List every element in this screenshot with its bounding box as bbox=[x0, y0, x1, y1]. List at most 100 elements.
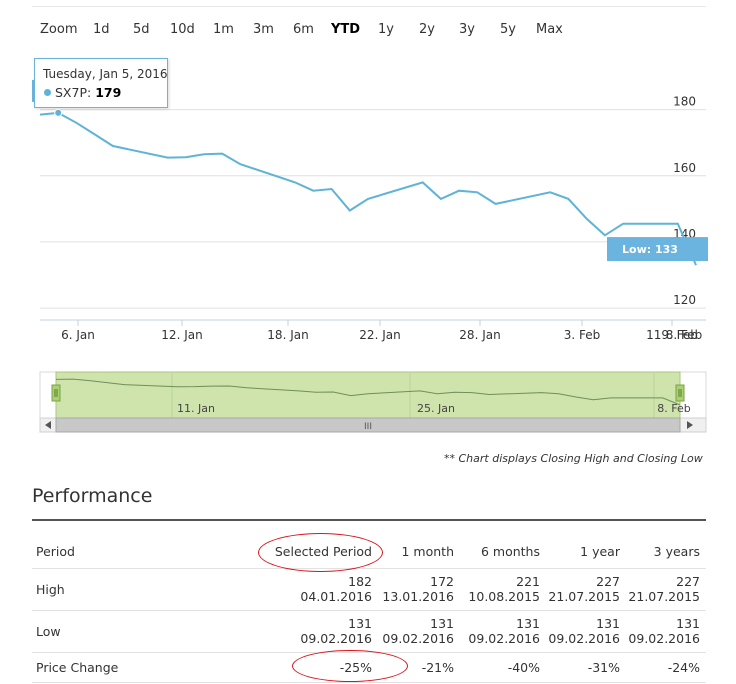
top-divider bbox=[32, 6, 706, 7]
zoom-3y-button[interactable]: 3y bbox=[459, 22, 475, 37]
tooltip-value: 179 bbox=[95, 85, 122, 100]
scrollbar-grip: III bbox=[364, 422, 372, 432]
x-tick-label: 22. Jan bbox=[359, 328, 400, 342]
tooltip-date: Tuesday, Jan 5, 2016 bbox=[43, 67, 168, 81]
high-value: 172 bbox=[430, 574, 454, 589]
column-header-6-months: 6 months bbox=[480, 543, 540, 559]
low-cell: 131 09.02.2016 bbox=[460, 610, 546, 652]
y-tick-label: 120 bbox=[673, 293, 696, 307]
high-cell: 221 10.08.2015 bbox=[460, 568, 546, 610]
high-date: 10.08.2015 bbox=[468, 589, 540, 604]
selected-period-highlight-ellipse bbox=[258, 533, 383, 572]
low-cell: 131 09.02.2016 bbox=[378, 610, 460, 652]
table-row-high: High 182 04.01.2016 172 13.01.2016 221 10.0… bbox=[32, 568, 706, 610]
navigator-handle-body bbox=[51, 384, 61, 402]
low-value: 131 bbox=[516, 616, 540, 631]
column-header-1-year: 1 year bbox=[580, 543, 620, 559]
high-date: 21.07.2015 bbox=[628, 589, 700, 604]
high-cell: 227 21.07.2015 bbox=[546, 568, 626, 610]
navigator-tick-label: 8. Feb bbox=[657, 402, 690, 415]
low-flag bbox=[607, 237, 708, 262]
y-tick-label: 160 bbox=[673, 161, 696, 175]
high-value: 221 bbox=[516, 574, 540, 589]
column-header-period: Period bbox=[36, 543, 75, 559]
navigator-series-line bbox=[55, 378, 681, 406]
low-date: 09.02.2016 bbox=[300, 631, 372, 646]
low-value: 131 bbox=[596, 616, 620, 631]
chart-tooltip: Tuesday, Jan 5, 2016 SX7P: 179 bbox=[34, 58, 168, 108]
zoom-6m-button[interactable]: 6m bbox=[293, 22, 314, 37]
x-tick-label: 12. Jan bbox=[161, 328, 202, 342]
low-flag-label: Low: 133 bbox=[622, 243, 678, 256]
low-date: 09.02.2016 bbox=[468, 631, 540, 646]
x-tick-label: 18. Jan bbox=[267, 328, 308, 342]
zoom-1d-button[interactable]: 1d bbox=[93, 22, 110, 37]
x-tick-label: 8. Feb bbox=[666, 328, 703, 342]
high-cell: 182 04.01.2016 bbox=[182, 568, 378, 610]
high-cell: 172 13.01.2016 bbox=[378, 568, 460, 610]
low-date: 09.02.2016 bbox=[382, 631, 454, 646]
price-change-highlight-ellipse bbox=[292, 650, 408, 682]
performance-divider bbox=[32, 519, 706, 521]
tooltip-series-name: SX7P bbox=[55, 85, 87, 100]
navigator-tick-label: 25. Jan bbox=[417, 402, 455, 415]
tooltip-series: SX7P: 179 bbox=[55, 85, 122, 100]
high-cell: 227 21.07.2015 bbox=[626, 568, 706, 610]
low-date: 09.02.2016 bbox=[628, 631, 700, 646]
hover-point bbox=[54, 108, 63, 117]
scroll-right-arrow-icon[interactable] bbox=[687, 421, 693, 429]
x-tick-label: 6. Jan bbox=[61, 328, 95, 342]
column-header-3-years: 3 years bbox=[653, 543, 700, 559]
navigator-handle[interactable] bbox=[51, 384, 61, 402]
low-value: 131 bbox=[348, 616, 372, 631]
low-cell: 131 09.02.2016 bbox=[182, 610, 378, 652]
navigator-handle[interactable] bbox=[675, 384, 685, 402]
navigator-selection bbox=[55, 371, 681, 419]
zoom-5d-button[interactable]: 5d bbox=[133, 22, 150, 37]
table-row-low: Low 131 09.02.2016 131 09.02.2016 131 09.02… bbox=[32, 610, 706, 652]
high-value: 182 bbox=[348, 574, 372, 589]
table-row-price-change: Price Change -25% -21% -40% -31% -24% bbox=[32, 652, 706, 682]
price-change-6-months: -40% bbox=[507, 659, 540, 675]
chart-note: ** Chart displays Closing High and Closi… bbox=[444, 452, 703, 465]
scroll-left-arrow-icon[interactable] bbox=[45, 421, 51, 429]
low-cell: 131 09.02.2016 bbox=[626, 610, 706, 652]
x-tick-label: 3. Feb bbox=[564, 328, 601, 342]
zoom-label: Zoom bbox=[40, 22, 78, 37]
low-value: 131 bbox=[430, 616, 454, 631]
zoom-ytd-button[interactable]: YTD bbox=[331, 22, 361, 37]
navigator-tick-label: 11. Jan bbox=[177, 402, 215, 415]
column-header-1-month: 1 month bbox=[401, 543, 455, 559]
y-tick-label: 180 bbox=[673, 95, 696, 109]
zoom-max-button[interactable]: Max bbox=[536, 22, 563, 37]
x-tick-label: 28. Jan bbox=[459, 328, 500, 342]
high-date: 13.01.2016 bbox=[382, 589, 454, 604]
zoom-1y-button[interactable]: 1y bbox=[378, 22, 394, 37]
low-value: 131 bbox=[676, 616, 700, 631]
row-label-low: Low bbox=[36, 623, 61, 639]
high-date: 04.01.2016 bbox=[300, 589, 372, 604]
zoom-3m-button[interactable]: 3m bbox=[253, 22, 274, 37]
high-value: 227 bbox=[596, 574, 620, 589]
scrollbar-thumb[interactable] bbox=[55, 417, 681, 433]
zoom-1m-button[interactable]: 1m bbox=[213, 22, 234, 37]
performance-table: Period Selected Period 1 month 6 months … bbox=[32, 535, 706, 683]
performance-title: Performance bbox=[32, 485, 153, 507]
price-change-3-years: -24% bbox=[667, 659, 700, 675]
high-date: 21.07.2015 bbox=[548, 589, 620, 604]
row-label-price-change: Price Change bbox=[36, 659, 119, 675]
price-change-1-year: -31% bbox=[587, 659, 620, 675]
price-change-1-month: -21% bbox=[421, 659, 454, 675]
low-date: 09.02.2016 bbox=[548, 631, 620, 646]
row-label-high: High bbox=[36, 581, 65, 597]
tooltip-series-dot-icon bbox=[44, 89, 51, 96]
zoom-10d-button[interactable]: 10d bbox=[170, 22, 195, 37]
x-tick-label: 119. Feb bbox=[646, 328, 698, 342]
high-value: 227 bbox=[676, 574, 700, 589]
zoom-5y-button[interactable]: 5y bbox=[500, 22, 516, 37]
low-cell: 131 09.02.2016 bbox=[546, 610, 626, 652]
navigator-handle-body bbox=[675, 384, 685, 402]
zoom-2y-button[interactable]: 2y bbox=[419, 22, 435, 37]
